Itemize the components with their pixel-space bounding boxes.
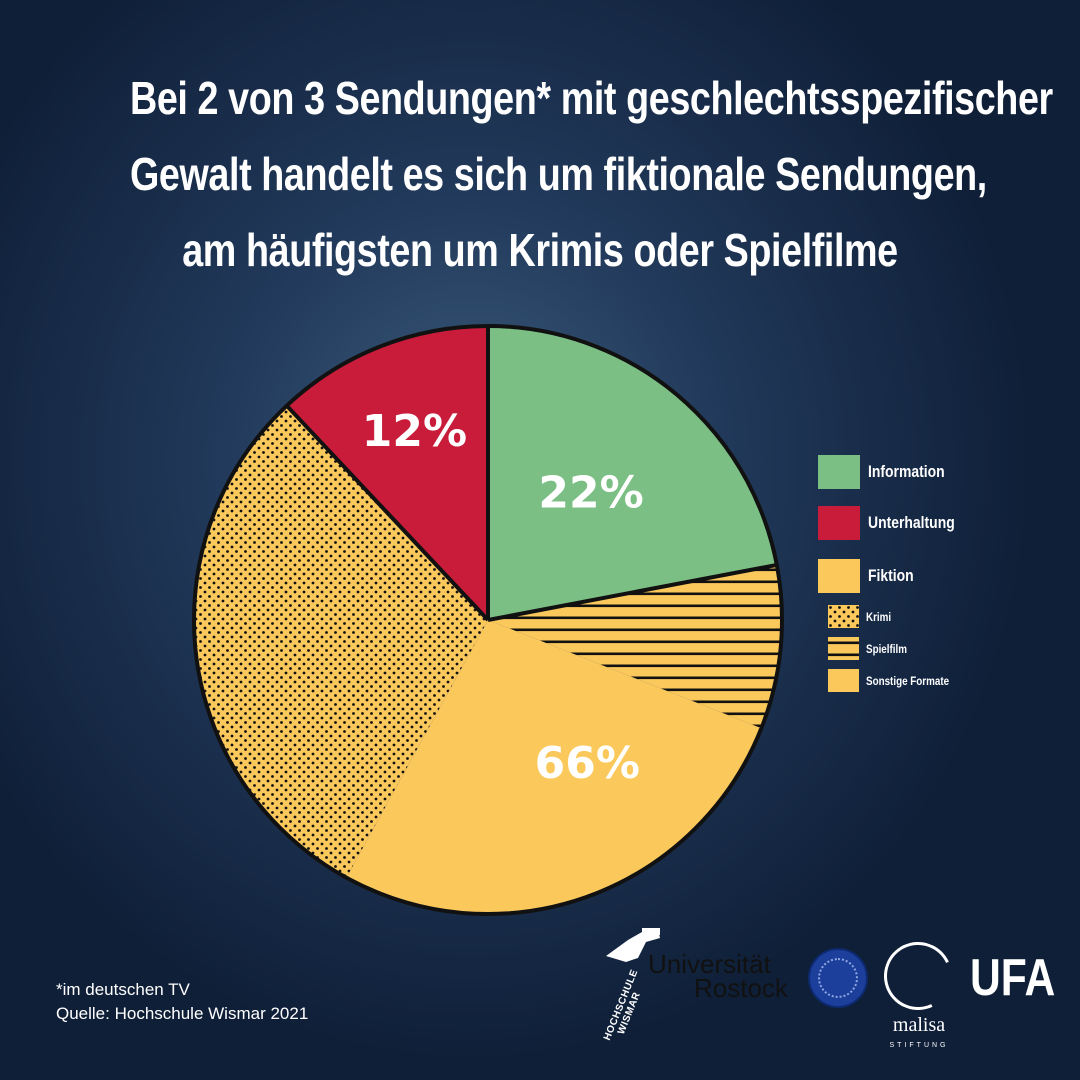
legend-swatch-unterhaltung bbox=[818, 506, 860, 540]
rostock-seal-icon bbox=[808, 948, 868, 1008]
legend-label-information: Information bbox=[868, 462, 945, 481]
pie-label-unterhaltung: 12% bbox=[362, 406, 467, 457]
hochschule-wismar-logo: HOCHSCHULE WISMAR bbox=[598, 928, 678, 1042]
malisa-logo-text: malisa bbox=[892, 1014, 946, 1036]
legend-item-krimi: Krimi bbox=[828, 605, 897, 628]
title-line-3: am häufigsten um Krimis oder Spielfilme bbox=[182, 224, 898, 276]
legend-swatch-krimi bbox=[828, 605, 859, 628]
title-line-1: Bei 2 von 3 Sendungen* mit geschlechtssp… bbox=[130, 72, 1053, 124]
legend-label-spielfilm: Spielfilm bbox=[866, 641, 908, 656]
chart-title: Bei 2 von 3 Sendungen* mit geschlechtssp… bbox=[130, 60, 1053, 288]
rostock-line-1: Universität bbox=[648, 949, 771, 979]
pie-outline bbox=[192, 324, 784, 916]
logo-bar: HOCHSCHULE WISMAR Universität Rostock ma… bbox=[598, 928, 1068, 1058]
pie-slice-information bbox=[488, 326, 777, 620]
legend-label-sonstige-formate: Sonstige Formate bbox=[866, 673, 950, 688]
legend-swatch-spielfilm bbox=[828, 637, 859, 660]
ufa-logo: UFA bbox=[970, 949, 1056, 1007]
legend-label-unterhaltung: Unterhaltung bbox=[868, 513, 955, 532]
pie-slice-sonstige-formate bbox=[346, 620, 762, 914]
pie-slice-unterhaltung bbox=[286, 326, 488, 620]
pie-slice-spielfilm bbox=[488, 564, 782, 729]
malisa-logo-subtext: STIFTUNG bbox=[889, 1042, 949, 1049]
pie-label-fiktion: 66% bbox=[535, 738, 640, 789]
wismar-figure-icon bbox=[606, 928, 660, 962]
legend-item-information: Information bbox=[818, 455, 962, 489]
footnote-source: Quelle: Hochschule Wismar 2021 bbox=[56, 1004, 309, 1023]
pie-label-information: 22% bbox=[538, 467, 643, 518]
legend-swatch-information bbox=[818, 455, 860, 489]
legend-label-fiktion: Fiktion bbox=[868, 566, 914, 585]
legend-item-unterhaltung: Unterhaltung bbox=[818, 506, 974, 540]
pie-slice-krimi bbox=[193, 405, 488, 878]
footnote: *im deutschen TV Quelle: Hochschule Wism… bbox=[56, 978, 308, 1026]
legend-swatch-fiktion bbox=[818, 559, 860, 593]
legend-item-spielfilm: Spielfilm bbox=[828, 637, 916, 660]
legend-item-fiktion: Fiktion bbox=[818, 559, 924, 593]
pie-separator bbox=[285, 404, 490, 622]
footnote-tv: *im deutschen TV bbox=[56, 980, 190, 999]
universitaet-rostock-logo: Universität Rostock bbox=[648, 949, 788, 1003]
legend-item-sonstige-formate: Sonstige Formate bbox=[828, 669, 967, 692]
legend-swatch-sonstige-formate bbox=[828, 669, 859, 692]
title-line-2: Gewalt handelt es sich um fiktionale Sen… bbox=[130, 148, 987, 200]
rostock-line-2: Rostock bbox=[694, 973, 788, 1003]
legend-label-krimi: Krimi bbox=[866, 609, 892, 624]
pie-separator bbox=[487, 562, 778, 622]
malisa-circle-icon bbox=[874, 932, 962, 1020]
